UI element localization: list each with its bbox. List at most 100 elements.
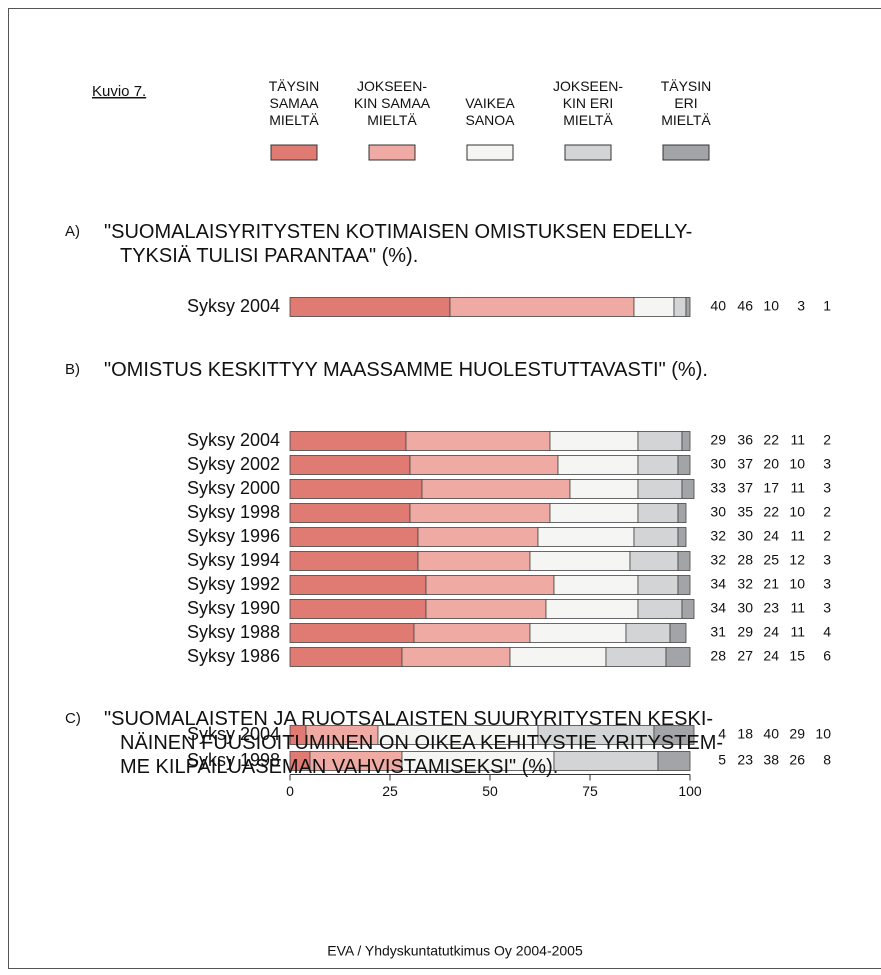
legend-swatch (368, 144, 416, 161)
bar-segment (681, 599, 695, 619)
legend-swatch (564, 144, 612, 161)
category-label: Syksy 1994 (187, 550, 280, 570)
value-label: 32 (710, 528, 726, 544)
value-label: 2 (823, 528, 831, 544)
value-label: 31 (710, 624, 726, 640)
value-label: 15 (789, 648, 805, 664)
bar-segment (509, 647, 607, 667)
bar-segment (637, 599, 683, 619)
value-label: 3 (823, 480, 831, 496)
value-label: 2 (823, 504, 831, 520)
value-label: 17 (763, 480, 779, 496)
value-label: 28 (710, 648, 726, 664)
legend-label: VAIKEA SANOA (465, 95, 515, 128)
category-label: Syksy 1996 (187, 526, 280, 546)
value-label: 5 (718, 752, 726, 768)
bar-segment (421, 479, 571, 499)
value-label: 29 (710, 432, 726, 448)
value-label: 37 (737, 480, 753, 496)
bar-segment (605, 647, 667, 667)
frame (8, 8, 881, 969)
x-tick-label: 50 (482, 783, 498, 799)
value-label: 33 (710, 480, 726, 496)
value-label: 38 (763, 752, 779, 768)
bar-segment (289, 455, 411, 475)
value-label: 11 (790, 528, 805, 544)
value-label: 10 (789, 456, 805, 472)
value-label: 30 (737, 600, 753, 616)
category-label: Syksy 2002 (187, 454, 280, 474)
legend-label: JOKSEEN- KIN ERI MIELTÄ (552, 78, 623, 128)
bar-segment (677, 503, 687, 523)
value-label: 46 (737, 298, 753, 314)
bar-segment (681, 479, 695, 499)
category-label: Syksy 1988 (187, 622, 280, 642)
bar-segment (449, 297, 635, 317)
value-label: 1 (823, 298, 831, 314)
bar-segment (529, 551, 631, 571)
panel-label: B) (65, 361, 80, 378)
panel-label: A) (65, 223, 80, 240)
value-label: 3 (823, 576, 831, 592)
bar-segment (413, 623, 531, 643)
bar-segment (637, 575, 679, 595)
value-label: 4 (718, 726, 726, 742)
source: EVA / Yhdyskuntatutkimus Oy 2004-2005 (327, 943, 583, 959)
value-label: 24 (763, 528, 779, 544)
bar-segment (289, 503, 411, 523)
bar-segment (289, 527, 419, 547)
value-label: 27 (737, 648, 753, 664)
value-label: 30 (737, 528, 753, 544)
bar-segment (405, 431, 551, 451)
value-label: 24 (763, 648, 779, 664)
value-label: 30 (710, 456, 726, 472)
panel-title: "OMISTUS KESKITTYY MAASSAMME HUOLESTUTTA… (104, 359, 708, 381)
value-label: 32 (737, 576, 753, 592)
bar-segment (401, 647, 511, 667)
bar-segment (677, 551, 691, 571)
value-label: 24 (763, 624, 779, 640)
panel-title: "SUOMALAISYRITYSTEN KOTIMAISEN OMISTUKSE… (104, 221, 693, 267)
value-label: 34 (710, 600, 726, 616)
bar-segment (409, 503, 551, 523)
value-label: 11 (790, 600, 805, 616)
bar-segment (553, 575, 639, 595)
figure-label: Kuvio 7. (92, 83, 146, 100)
value-label: 22 (763, 432, 779, 448)
bar-segment (657, 751, 691, 771)
value-label: 18 (737, 726, 753, 742)
bar-segment (529, 623, 627, 643)
value-label: 10 (815, 726, 831, 742)
bar-segment (637, 479, 683, 499)
legend-label: TÄYSIN ERI MIELTÄ (660, 78, 712, 128)
bar-segment (673, 297, 687, 317)
value-label: 37 (737, 456, 753, 472)
bar-segment (569, 479, 639, 499)
bar-segment (289, 431, 407, 451)
bar-segment (549, 503, 639, 523)
bar-segment (425, 599, 547, 619)
x-tick-label: 0 (286, 783, 294, 799)
value-label: 29 (737, 624, 753, 640)
value-label: 3 (823, 552, 831, 568)
value-label: 40 (763, 726, 779, 742)
legend-label: JOKSEEN- KIN SAMAA MIELTÄ (353, 78, 431, 128)
category-label: Syksy 2004 (187, 430, 280, 450)
x-tick-label: 25 (382, 783, 398, 799)
value-label: 10 (763, 298, 779, 314)
legend-swatch (270, 144, 318, 161)
value-label: 32 (710, 552, 726, 568)
value-label: 35 (737, 504, 753, 520)
bar-segment (289, 575, 427, 595)
value-label: 3 (797, 298, 805, 314)
value-label: 30 (710, 504, 726, 520)
legend-swatch (662, 144, 710, 161)
bar-segment (545, 599, 639, 619)
bar-segment (681, 431, 691, 451)
category-label: Syksy 2000 (187, 478, 280, 498)
value-label: 11 (790, 624, 805, 640)
bar-segment (289, 297, 451, 317)
bar-segment (289, 647, 403, 667)
